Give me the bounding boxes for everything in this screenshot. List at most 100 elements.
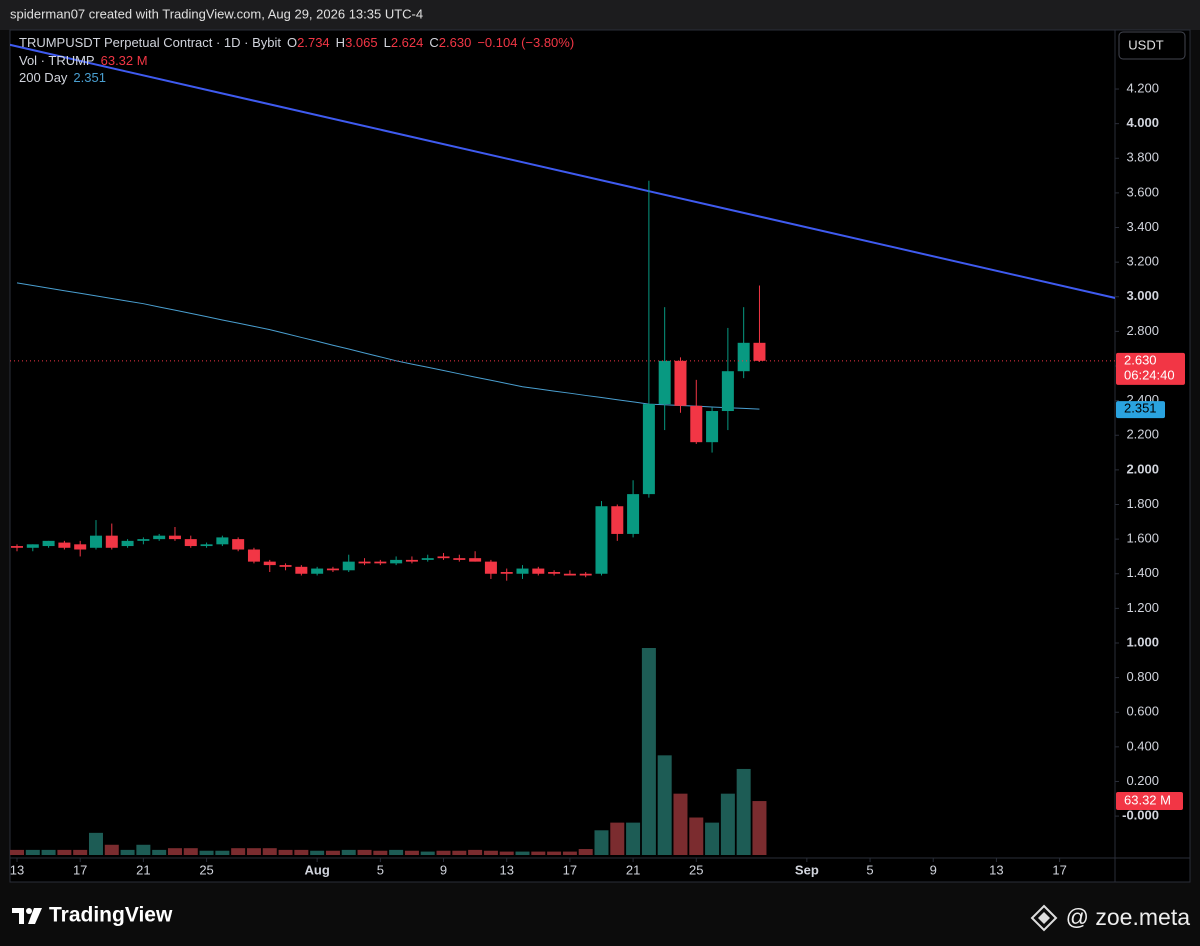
legend-ma-value: 2.351 bbox=[73, 70, 106, 85]
candle-body bbox=[137, 539, 150, 541]
candle-body bbox=[405, 559, 418, 562]
candle-body bbox=[469, 558, 482, 562]
candle-body bbox=[326, 568, 339, 571]
volume-bar bbox=[420, 851, 435, 855]
volume-bar bbox=[167, 848, 182, 855]
candle-body bbox=[121, 540, 134, 547]
y-tick-label: 4.000 bbox=[1126, 115, 1159, 130]
x-tick-label: 25 bbox=[689, 862, 703, 877]
candle-body bbox=[358, 561, 371, 564]
candle-body bbox=[58, 542, 71, 548]
volume-bar bbox=[452, 850, 467, 855]
volume-bar bbox=[262, 848, 277, 855]
x-tick-label: 25 bbox=[199, 862, 213, 877]
volume-bar bbox=[294, 849, 309, 855]
y-tick-label: 3.200 bbox=[1126, 254, 1159, 269]
candle-body bbox=[611, 506, 624, 534]
volume-bar bbox=[531, 851, 546, 855]
last-price-label: 2.630 bbox=[1124, 352, 1157, 367]
volume-bar bbox=[515, 851, 530, 855]
ma-value-box bbox=[1116, 401, 1165, 419]
volume-bar bbox=[436, 850, 451, 855]
volume-bar bbox=[183, 848, 198, 855]
volume-bar bbox=[499, 851, 514, 855]
legend-key: O bbox=[287, 35, 297, 50]
y-tick-label: 3.400 bbox=[1126, 219, 1159, 234]
volume-bar bbox=[404, 850, 419, 855]
legend-row: Vol · TRUMP 63.32 M bbox=[19, 53, 148, 68]
volume-bar bbox=[657, 755, 672, 855]
candle-body bbox=[484, 561, 497, 574]
candle-body bbox=[595, 506, 608, 574]
volume-value-box bbox=[1116, 792, 1183, 811]
candle-body bbox=[690, 405, 703, 443]
candle-body bbox=[390, 559, 403, 564]
legend-row: TRUMPUSDT Perpetual Contract · 1D · Bybi… bbox=[19, 35, 574, 50]
candle-body bbox=[579, 573, 592, 576]
volume-value-label: 63.32 M bbox=[1124, 792, 1171, 807]
candle-body bbox=[548, 572, 561, 574]
y-tick-label: 4.200 bbox=[1126, 80, 1159, 95]
x-tick-label: 17 bbox=[73, 862, 87, 877]
candle-body bbox=[563, 573, 576, 576]
candle-body bbox=[11, 546, 23, 548]
candle-body bbox=[421, 558, 434, 560]
volume-bar bbox=[736, 768, 751, 855]
currency-button[interactable] bbox=[1118, 31, 1186, 60]
volume-bar bbox=[673, 793, 688, 855]
y-tick-label: 1.800 bbox=[1126, 496, 1159, 511]
legend-value: 2.630 bbox=[439, 35, 472, 50]
candle-body bbox=[753, 342, 766, 361]
candle-body bbox=[184, 539, 197, 547]
legend-volume-value: 63.32 M bbox=[101, 53, 148, 68]
candle-body bbox=[232, 539, 245, 550]
x-tick-label: Aug bbox=[305, 862, 330, 877]
volume-bar bbox=[689, 817, 704, 855]
volume-bar bbox=[246, 848, 261, 855]
y-tick-label: 2.200 bbox=[1126, 427, 1159, 442]
chart-area bbox=[9, 29, 1191, 883]
volume-bar bbox=[389, 849, 404, 855]
volume-bar bbox=[705, 822, 720, 855]
legend-row: 200 Day 2.351 bbox=[19, 70, 106, 85]
candle-body bbox=[706, 411, 719, 443]
volume-bar bbox=[720, 793, 735, 855]
candle-body bbox=[263, 561, 276, 566]
volume-bar bbox=[547, 851, 562, 855]
legend-value: 2.624 bbox=[391, 35, 424, 50]
volume-bar bbox=[88, 832, 103, 855]
volume-bar bbox=[610, 822, 625, 855]
candle-body bbox=[247, 549, 260, 562]
legend-key: C bbox=[429, 35, 438, 50]
volume-bar bbox=[215, 850, 230, 855]
last-price-box bbox=[1116, 352, 1185, 385]
legend-symbol: TRUMPUSDT Perpetual Contract · 1D · Bybi… bbox=[19, 35, 281, 50]
y-tick-label: 0.400 bbox=[1126, 738, 1159, 753]
candle-body bbox=[105, 535, 118, 548]
volume-bar bbox=[120, 849, 135, 855]
currency-label[interactable]: USDT bbox=[1128, 37, 1163, 52]
volume-bar bbox=[483, 850, 498, 855]
candle-body bbox=[26, 544, 39, 548]
x-tick-label: 9 bbox=[440, 862, 447, 877]
legend-value: 2.734 bbox=[297, 35, 330, 50]
ma-value-label: 2.351 bbox=[1124, 401, 1157, 416]
volume-bar bbox=[325, 850, 340, 855]
candle-body bbox=[295, 566, 308, 574]
volume-bar bbox=[373, 850, 388, 855]
volume-bar bbox=[41, 849, 56, 855]
x-tick-label: 9 bbox=[930, 862, 937, 877]
x-tick-label: 13 bbox=[10, 862, 24, 877]
legend-key: H bbox=[336, 35, 345, 50]
x-tick-label: 21 bbox=[136, 862, 150, 877]
candle-body bbox=[89, 535, 102, 548]
y-tick-label: -0.000 bbox=[1122, 808, 1159, 823]
volume-bar bbox=[104, 844, 119, 855]
candle-body bbox=[500, 572, 513, 574]
candle-body bbox=[532, 568, 545, 574]
candle-body bbox=[658, 360, 671, 405]
volume-bar bbox=[578, 849, 593, 855]
header-text: spiderman07 created with TradingView.com… bbox=[10, 6, 423, 21]
